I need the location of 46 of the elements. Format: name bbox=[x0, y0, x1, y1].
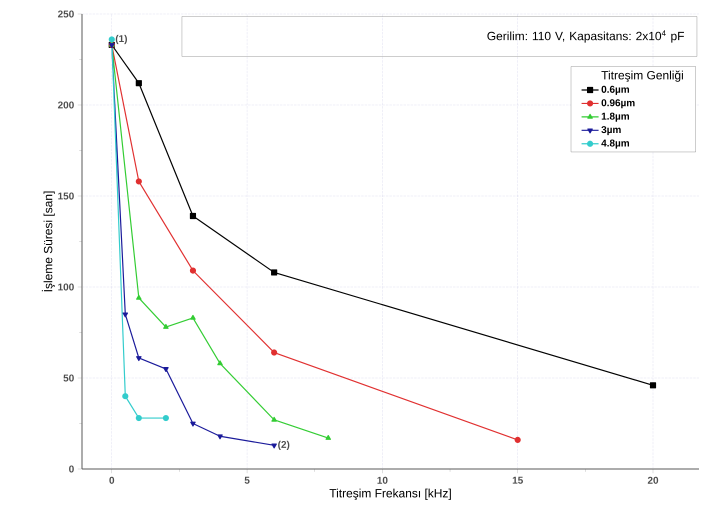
y-tick-label: 100 bbox=[58, 283, 74, 291]
point bbox=[136, 356, 142, 362]
point bbox=[122, 312, 128, 318]
point bbox=[190, 422, 196, 427]
point bbox=[162, 414, 169, 422]
point bbox=[136, 178, 142, 185]
point bbox=[122, 393, 128, 400]
x-axis-title: Titreşim Frekansı [kHz] bbox=[330, 488, 451, 500]
point bbox=[163, 324, 169, 329]
legend-label: 0.96µm bbox=[602, 99, 635, 108]
point bbox=[108, 36, 115, 43]
point bbox=[650, 382, 656, 388]
point bbox=[163, 367, 169, 372]
legend-title: Titreşim Genliği bbox=[601, 70, 683, 82]
point bbox=[190, 314, 196, 320]
x-tick-label: 10 bbox=[377, 476, 388, 484]
point bbox=[190, 268, 196, 274]
annotation: (2) bbox=[278, 440, 290, 450]
point bbox=[217, 360, 223, 366]
point bbox=[190, 212, 196, 220]
point bbox=[326, 434, 332, 440]
y-tick-label: 200 bbox=[58, 101, 74, 109]
point bbox=[217, 434, 223, 440]
point bbox=[136, 294, 142, 300]
annotation: Gerilim: 110 V, Kapasitans: 2x10$^{4}$ pF bbox=[487, 30, 684, 43]
x-tick-label: 0 bbox=[109, 476, 114, 484]
legend-label: 4.8µm bbox=[601, 140, 630, 149]
point bbox=[271, 443, 277, 448]
point bbox=[271, 349, 278, 356]
legend-label: 3µm bbox=[601, 126, 621, 136]
x-tick-label: 15 bbox=[512, 476, 523, 484]
y-tick-label: 150 bbox=[58, 192, 74, 200]
y-tick-label: 250 bbox=[58, 10, 74, 18]
annotation: (1) bbox=[116, 34, 127, 44]
y-axis-title: İşleme Süresi [san] bbox=[42, 192, 55, 292]
point bbox=[136, 414, 142, 422]
y-tick-label: 50 bbox=[63, 374, 74, 382]
point bbox=[514, 436, 521, 443]
point bbox=[271, 416, 277, 422]
x-tick-label: 5 bbox=[244, 476, 250, 484]
point bbox=[136, 80, 142, 86]
point bbox=[271, 269, 278, 276]
x-tick-label: 20 bbox=[648, 476, 658, 484]
legend-label: 0.6µm bbox=[602, 86, 630, 95]
y-tick-label: 0 bbox=[69, 465, 74, 473]
legend-label: 1.8µm bbox=[602, 112, 630, 122]
